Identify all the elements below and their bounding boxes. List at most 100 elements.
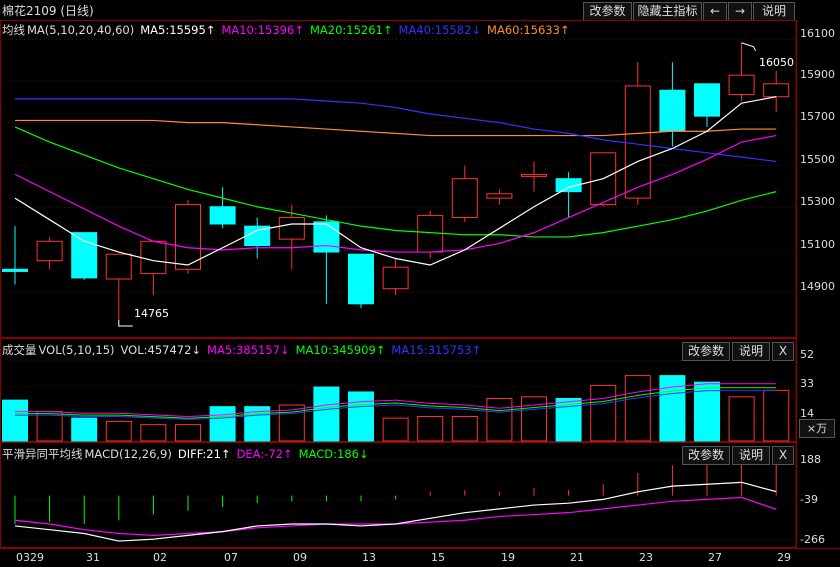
candle-body [590,152,617,206]
volume-bar [313,386,340,442]
y-tick-volume: 52 [800,348,814,361]
candle-body [486,193,513,199]
volume-bar [209,406,236,442]
main-legend-params: MA(5,10,20,40,60) [27,23,135,37]
x-tick-label: 15 [431,551,445,564]
macd-legend-name: 平滑异同平均线 [2,447,83,461]
x-tick-label: 13 [362,551,376,564]
high-marker [741,42,757,52]
volume-bar [382,417,409,442]
dea-value: DEA:-72↑ [236,447,293,461]
volume-bars [2,375,790,442]
candle-body [694,83,720,117]
volume-bar [486,398,513,442]
macd-explain-button[interactable]: 说明 [732,446,770,465]
vol-ma15-line [15,390,777,420]
x-tick-label: 07 [224,551,238,564]
volume-bar [417,415,444,442]
candle-body [71,232,98,279]
y-tick-main: 15100 [800,238,835,251]
candle-body [624,85,651,199]
volume-bar [728,396,755,442]
low-marker [118,320,133,327]
x-tick-label: 23 [639,551,653,564]
candle-body [2,268,28,272]
page-title: 棉花2109 (日线) [2,4,94,18]
ma5-line [14,96,777,266]
y-tick-main: 15300 [800,195,835,208]
x-tick-label: 0329 [16,551,44,564]
low-price-label: 14765 [134,307,169,320]
ma20-value: MA20:15261↑ [309,23,393,37]
candle-body [659,89,686,132]
pane-frame [0,20,797,338]
volume-bar [451,415,478,442]
y-tick-volume: 33 [800,377,814,390]
volume-bar [105,420,132,442]
volume-explain-button[interactable]: 说明 [732,342,770,361]
candle-body [348,253,374,305]
x-tick-label: 02 [153,551,167,564]
ma20-line [14,126,777,238]
candle-body [451,178,478,219]
volume-legend-params: VOL(5,10,15) [38,343,115,357]
volume-bar [763,389,790,442]
y-tick-macd: -39 [800,493,818,506]
candle-body [175,204,201,270]
volume-bar [348,391,374,442]
y-tick-macd: 188 [800,453,821,466]
volume-bar [590,384,617,442]
y-tick-main: 15700 [800,110,835,123]
macd-bars [14,460,777,542]
volume-bar [521,396,547,442]
volume-bar [2,399,28,442]
volume-bar [71,417,98,442]
volume-unit-toggle[interactable]: ×万 [799,419,835,438]
volume-bar [175,424,201,442]
main-legend-name: 均线 [2,23,25,37]
x-tick-label: 19 [501,551,515,564]
ma40-line [15,98,777,163]
candle-body [521,173,547,177]
candle-body [105,253,132,280]
x-tick-label: 27 [708,551,722,564]
vol-value: VOL:457472↓ [120,343,202,357]
candle-body [555,178,582,193]
ma10-value: MA10:15396↑ [221,23,304,37]
y-tick-main: 15500 [800,153,835,166]
macd-value: MACD:186↓ [298,447,369,461]
volume-legend-name: 成交量 [2,343,37,357]
volume-bar [659,375,686,442]
vol-ma5-value: MA5:385157↓ [207,343,290,357]
macd-legend: 平滑异同平均线 MACD(12,26,9) DIFF:21↑ DEA:-72↑ MACD… [2,446,375,462]
ma60-value: MA60:15633↑ [487,23,570,37]
volume-close-icon[interactable]: X [772,342,794,361]
macd-close-icon[interactable]: X [772,446,794,465]
volume-params-button[interactable]: 改参数 [682,342,730,361]
moving-average-lines [14,96,777,266]
y-tick-macd: -266 [800,533,825,546]
macd-params-button[interactable]: 改参数 [682,446,730,465]
candle-body [278,217,305,240]
volume-bar [694,381,720,442]
candle-body [313,221,340,253]
vol-ma10-line [15,387,777,419]
candle-body [209,206,236,225]
x-tick-label: 31 [86,551,100,564]
volume-bar [140,424,167,442]
candlestick-series [2,42,790,327]
ma5-value: MA5:15595↑ [140,23,216,37]
vol-ma10-value: MA10:345909↑ [295,343,386,357]
x-tick-label: 29 [777,551,791,564]
volume-legend: 成交量 VOL(5,10,15) VOL:457472↓ MA5:385157↓ MA1… [2,342,487,358]
diff-value: DIFF:21↑ [177,447,231,461]
ma10-line [14,134,777,253]
macd-legend-params: MACD(12,26,9) [84,447,172,461]
candle-body [140,240,167,275]
candle-body [244,225,271,247]
dea-line [14,496,777,536]
y-tick-main: 16100 [800,27,835,40]
candle-body [36,240,63,262]
x-tick-label: 09 [293,551,307,564]
